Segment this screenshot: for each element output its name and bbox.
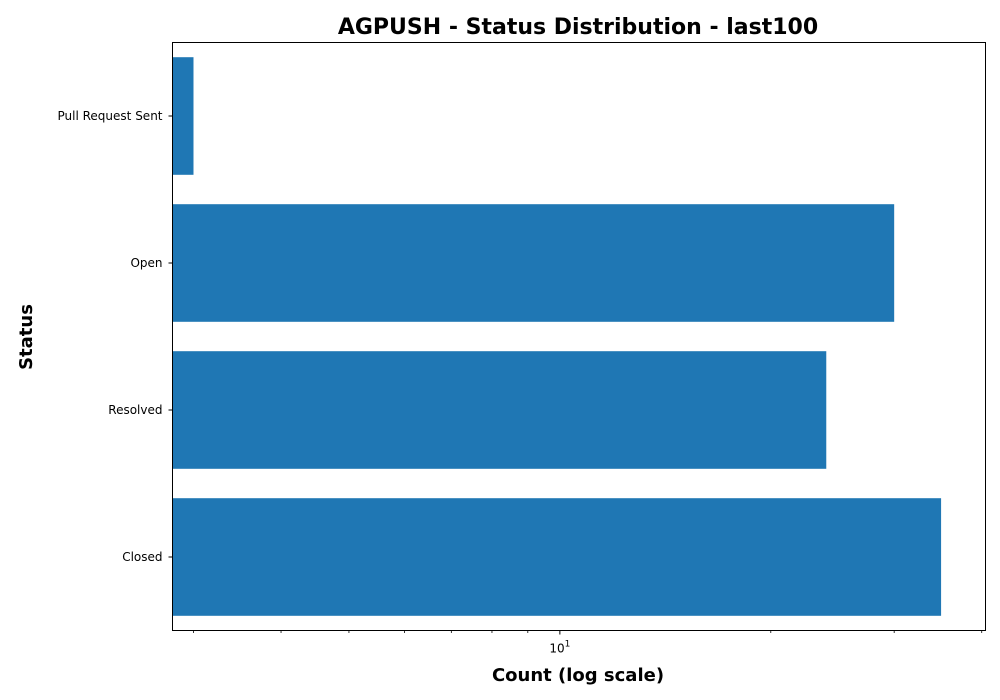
x-axis-label: Count (log scale)	[492, 665, 664, 686]
y-tick-label-closed: Closed	[122, 550, 162, 564]
x-axis-ticks: 101	[193, 631, 981, 656]
y-tick-label-resolved: Resolved	[108, 403, 162, 417]
bars	[173, 57, 942, 616]
y-tick-label-open: Open	[130, 256, 162, 270]
x-tick-label: 101	[549, 640, 570, 656]
bar-closed	[173, 498, 942, 616]
y-tick-label-pull-request-sent: Pull Request Sent	[58, 109, 163, 123]
bar-resolved	[173, 351, 827, 469]
bar-pull-request-sent	[173, 57, 194, 175]
y-axis-label: Status	[16, 304, 37, 370]
bar-open	[173, 204, 895, 322]
chart-title: AGPUSH - Status Distribution - last100	[338, 15, 818, 40]
y-axis-ticks: Pull Request Sent Open Resolved Closed	[58, 109, 173, 564]
